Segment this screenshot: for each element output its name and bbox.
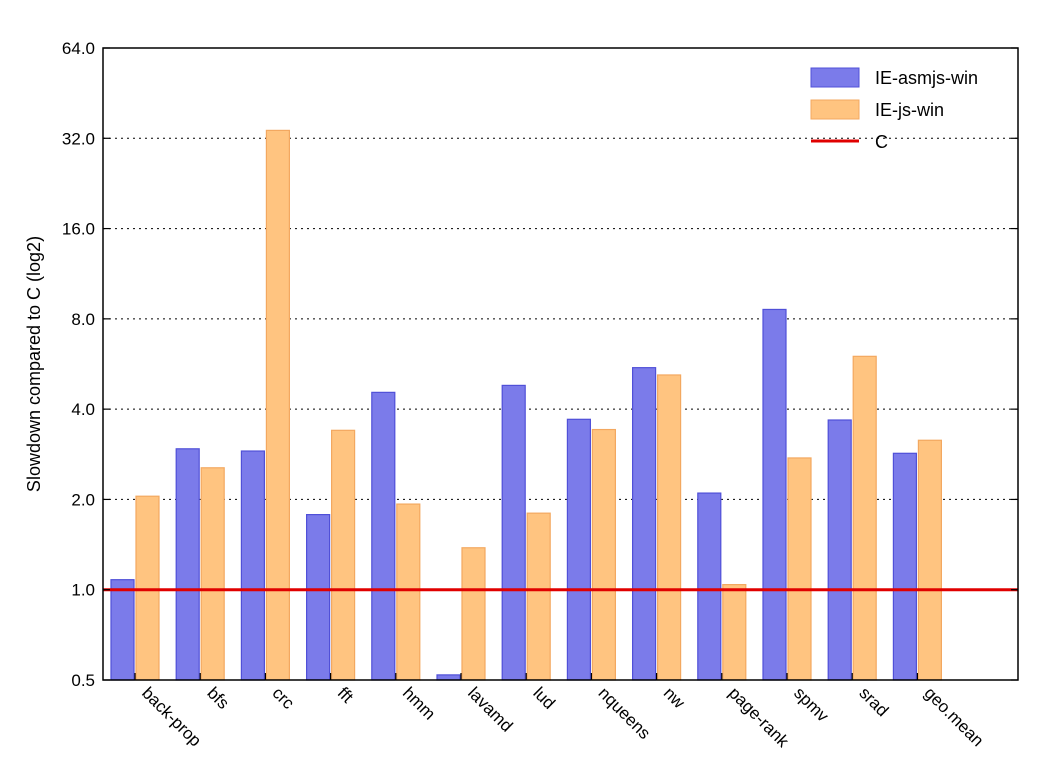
bar-IE-asmjs-win-lavamd bbox=[436, 674, 461, 681]
bar-IE-asmjs-win-crc bbox=[240, 450, 265, 681]
bars bbox=[110, 129, 943, 681]
bar-IE-asmjs-win-back-prop bbox=[110, 579, 135, 681]
legend-label-IE-js-win: IE-js-win bbox=[875, 100, 944, 120]
y-tick-label: 64.0 bbox=[62, 39, 95, 58]
bar-IE-js-win-fft bbox=[331, 429, 356, 681]
y-tick-label: 2.0 bbox=[71, 490, 95, 509]
bar-IE-asmjs-win-geo.mean bbox=[892, 452, 918, 681]
bar-IE-js-win-spmv bbox=[787, 457, 812, 681]
bar-IE-asmjs-win-lud bbox=[501, 384, 526, 681]
bar-IE-js-win-geo.mean bbox=[917, 439, 943, 681]
bar-IE-js-win-nw bbox=[656, 374, 682, 681]
bar-IE-js-win-bfs bbox=[200, 467, 225, 681]
bar-IE-asmjs-win-fft bbox=[306, 514, 331, 681]
bar-IE-js-win-lavamd bbox=[461, 547, 486, 681]
bar-IE-js-win-lud bbox=[526, 512, 551, 681]
legend-label-c: C bbox=[875, 132, 888, 152]
plot-frame bbox=[102, 47, 1019, 681]
bar-IE-js-win-srad bbox=[852, 355, 877, 681]
bar-IE-asmjs-win-bfs bbox=[175, 448, 200, 681]
bar-IE-js-win-hmm bbox=[396, 503, 421, 681]
legend-swatch-IE-js-win bbox=[810, 99, 860, 120]
bar-IE-asmjs-win-spmv bbox=[762, 308, 787, 681]
bar-IE-js-win-crc bbox=[265, 129, 290, 681]
bar-IE-asmjs-win-nqueens bbox=[566, 418, 592, 681]
y-axis: 0.5 1.0 2.0 4.0 8.0 16.0 32.0 64.0 bbox=[62, 39, 1018, 690]
bar-IE-js-win-back-prop bbox=[135, 495, 160, 681]
bar-IE-asmjs-win-nw bbox=[631, 367, 657, 681]
legend-swatch-IE-asmjs-win bbox=[810, 67, 860, 88]
y-tick-label: 1.0 bbox=[71, 581, 95, 600]
y-axis-title: Slowdown compared to C (log2) bbox=[24, 236, 44, 492]
bar-IE-asmjs-win-page-rank bbox=[697, 492, 722, 681]
bar-IE-asmjs-win-hmm bbox=[371, 391, 396, 681]
bar-IE-js-win-nqueens bbox=[591, 428, 617, 681]
y-tick-label: 32.0 bbox=[62, 129, 95, 148]
y-tick-label: 0.5 bbox=[71, 671, 95, 690]
y-tick-label: 16.0 bbox=[62, 220, 95, 239]
bar-IE-js-win-page-rank bbox=[722, 584, 747, 681]
legend: IE-asmjs-win IE-js-win C bbox=[810, 67, 978, 152]
y-tick-label: 8.0 bbox=[71, 310, 95, 329]
y-tick-label: 4.0 bbox=[71, 400, 95, 419]
bar-IE-asmjs-win-srad bbox=[827, 419, 852, 681]
legend-label-IE-asmjs-win: IE-asmjs-win bbox=[875, 68, 978, 88]
